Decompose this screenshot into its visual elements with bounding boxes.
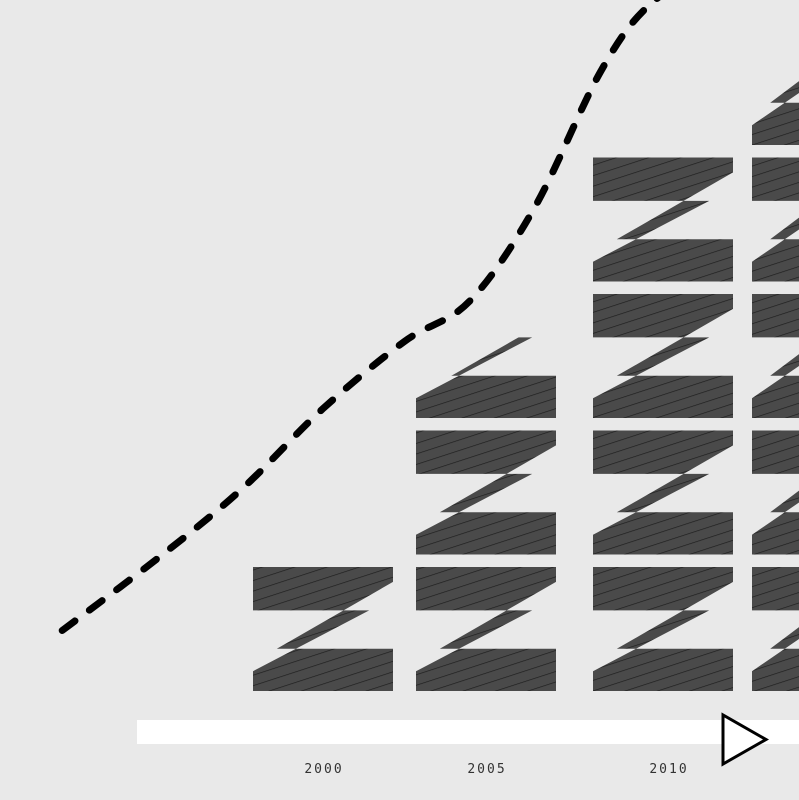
bar-glyph: [752, 430, 799, 555]
bar-glyph: [593, 430, 733, 555]
bar-mark: [416, 567, 556, 691]
bar-mark: [593, 567, 733, 691]
bar-glyph: [752, 294, 799, 418]
bar-glyph: [416, 567, 556, 691]
bar-glyph: [593, 294, 733, 418]
play-icon: [721, 712, 770, 767]
bar-mark: [416, 430, 556, 555]
bar-mark: [593, 430, 733, 555]
bar-mark: [752, 157, 799, 282]
x-axis-bar: [137, 720, 799, 744]
x-tick-label: 2010: [649, 762, 688, 777]
x-tick-label: 2000: [304, 762, 343, 777]
bar-mark: [253, 567, 393, 691]
bar-glyph: [752, 157, 799, 282]
bar-glyph: [593, 567, 733, 691]
bar-mark: [593, 294, 733, 418]
bars-layer: [253, 30, 799, 691]
bar-glyph: [752, 567, 799, 691]
bar-glyph: [416, 430, 556, 555]
bar-mark: [752, 430, 799, 555]
bar-mark: [416, 316, 556, 418]
bar-mark: [752, 294, 799, 418]
x-tick-label: 2005: [467, 762, 506, 777]
bar-mark: [593, 157, 733, 282]
bar-glyph: [416, 316, 556, 418]
bar-glyph: [752, 30, 799, 145]
bar-glyph: [253, 567, 393, 691]
x-tick-labels: 2000 2005 2010: [304, 762, 688, 777]
bar-mark: [752, 30, 799, 145]
play-button[interactable]: [721, 712, 770, 767]
bar-glyph: [593, 157, 733, 282]
bar-mark: [752, 567, 799, 691]
